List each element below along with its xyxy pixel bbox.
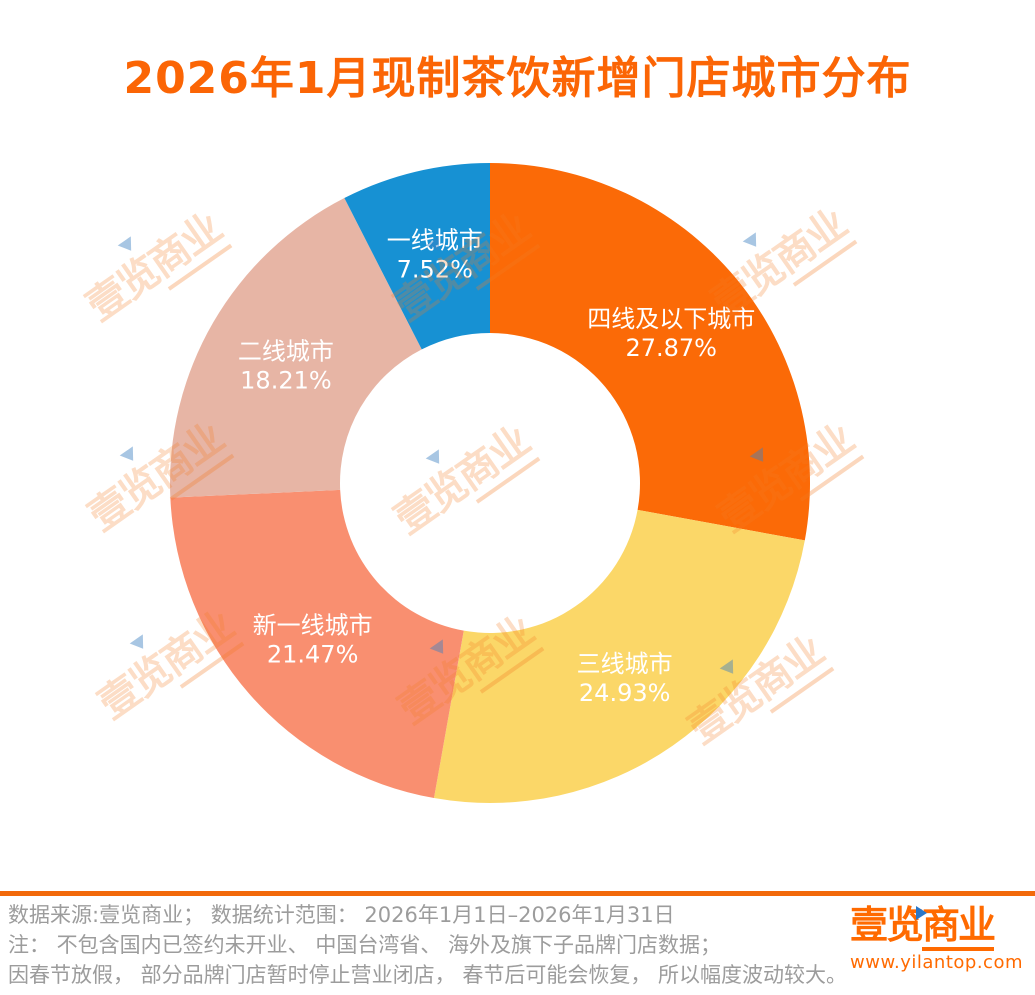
pie-slice-4 <box>170 198 422 498</box>
chart-title: 2026年1月现制茶饮新增门店城市分布 <box>123 53 912 104</box>
slice-label-4: 二线城市 18.21% <box>238 337 334 394</box>
brand-logo: 壹览商业 www.yilantop.com <box>850 903 1023 973</box>
logo-text-part1: 壹览 <box>850 903 924 947</box>
pie-slice-2 <box>433 509 805 804</box>
slice-label-5: 一线城市 7.52% <box>387 227 483 284</box>
pie-slice-3 <box>170 489 464 799</box>
brand-logo-text: 壹览商业 <box>850 903 1023 951</box>
logo-text-part2: 商业 <box>922 903 996 951</box>
slice-label-2: 三线城市 24.93% <box>577 650 673 707</box>
footer-line-note: 注： 不包含国内已签约未开业、 中国台湾省、 海外及旗下子品牌门店数据； <box>8 933 722 957</box>
logo-triangle-icon <box>916 906 927 920</box>
pie-slice-1 <box>490 163 810 541</box>
brand-url: www.yilantop.com <box>850 952 1023 973</box>
footer-line-source: 数据来源:壹览商业； 数据统计范围： 2026年1月1日–2026年1月31日 <box>8 903 675 927</box>
slice-label-3: 新一线城市 21.47% <box>253 612 373 669</box>
footer-line-note2: 因春节放假， 部分品牌门店暂时停止营业闭店， 春节后可能会恢复， 所以幅度波动较… <box>8 963 848 987</box>
footer-disclaimer: 数据来源:壹览商业； 数据统计范围： 2026年1月1日–2026年1月31日 … <box>8 900 848 990</box>
slice-label-1: 四线及以下城市 27.87% <box>587 305 755 362</box>
pie-slice-5 <box>344 163 490 350</box>
footer: 数据来源:壹览商业； 数据统计范围： 2026年1月1日–2026年1月31日 … <box>0 891 1035 995</box>
